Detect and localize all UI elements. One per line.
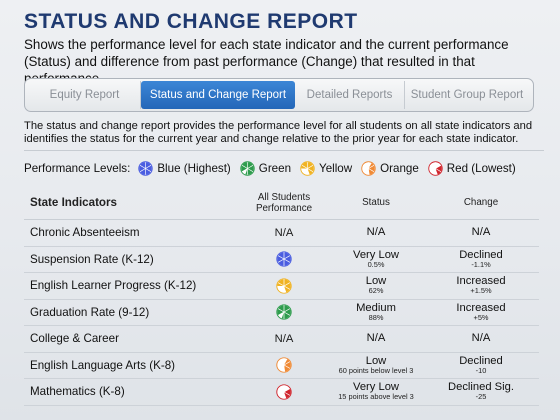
change-cell: Declined -10 — [426, 354, 536, 375]
change-value: N/A — [471, 332, 491, 345]
yellow-gauge-icon — [300, 160, 315, 176]
status-value: Very Low — [352, 381, 400, 394]
status-cell: Very Low 15 points above level 3 — [326, 382, 426, 401]
indicator-name: English Learner Progress (K-12) — [30, 279, 197, 293]
status-value: Very Low — [352, 248, 400, 261]
yellow-gauge-icon — [276, 278, 292, 294]
change-detail: -10 — [475, 365, 487, 375]
legend-item-yellow: Yellow — [300, 160, 353, 176]
change-value: Increased — [456, 275, 506, 288]
change-cell: Declined -1.1% — [426, 248, 536, 269]
status-detail: 60 points below level 3 — [338, 365, 414, 375]
table-row: Chronic Absenteeism N/A N/A N/A — [24, 220, 539, 247]
indicator-name: Graduation Rate (9-12) — [30, 305, 150, 319]
legend-item-label: Green — [258, 161, 292, 175]
table-row: English Learner Progress (K-12) Low 62% I… — [24, 273, 539, 300]
status-value: N/A — [366, 226, 386, 239]
legend-item-label: Orange — [380, 161, 419, 175]
green-gauge-icon — [276, 304, 292, 320]
change-detail: -25 — [475, 392, 487, 402]
status-value: Low — [365, 275, 387, 288]
indicator-name: College & Career — [30, 332, 119, 346]
indicator-name: Chronic Absenteeism — [30, 226, 140, 240]
change-value: Declined — [459, 354, 503, 367]
change-cell: N/A — [426, 227, 536, 238]
blue-gauge-icon — [276, 251, 292, 267]
table-row: Mathematics (K-8) Very Low 15 points abov… — [24, 379, 539, 406]
legend-item-orange: Orange — [361, 160, 419, 176]
indicators-table: State Indicators All Students Performanc… — [24, 186, 539, 406]
status-cell: Low 62% — [326, 276, 426, 295]
legend-item-red: Red (Lowest) — [428, 160, 516, 176]
legend-item-label: Red (Lowest) — [446, 161, 516, 175]
table-row: Suspension Rate (K-12) Very Low 0.5% Decl… — [24, 247, 539, 273]
report-tabs: Equity Report Status and Change Report D… — [24, 78, 534, 112]
indicator-name: English Language Arts (K-8) — [30, 358, 176, 372]
performance-cell — [242, 278, 326, 294]
blue-gauge-icon — [138, 160, 154, 176]
status-value: N/A — [366, 332, 386, 345]
status-cell: Very Low 0.5% — [326, 248, 426, 269]
change-cell: Declined Sig. -25 — [426, 382, 536, 401]
tab-status-and-change-report[interactable]: Status and Change Report — [141, 81, 295, 109]
performance-cell: N/A — [242, 333, 326, 345]
change-cell: N/A — [426, 333, 536, 344]
legend-item-green: Green — [240, 160, 292, 176]
indicator-name: Mathematics (K-8) — [30, 385, 125, 399]
table-header: State Indicators All Students Performanc… — [24, 186, 539, 220]
status-cell: Medium 88% — [326, 301, 426, 322]
status-cell: Low 60 points below level 3 — [326, 354, 426, 375]
table-row: College & Career N/A N/A N/A — [24, 326, 539, 353]
table-row: Graduation Rate (9-12) Medium 88% Increas… — [24, 300, 539, 326]
header-all-students-performance: All Students Performance — [255, 191, 313, 214]
report-description: The status and change report provides th… — [24, 120, 533, 145]
status-value: Low — [365, 354, 387, 367]
header-change: Change — [463, 197, 499, 208]
green-gauge-icon — [240, 160, 255, 176]
change-value: Declined — [459, 248, 503, 261]
change-value: N/A — [471, 226, 491, 239]
performance-cell — [242, 251, 326, 267]
performance-cell: N/A — [242, 227, 326, 239]
performance-levels-legend: Performance Levels: Blue (Highest) Green… — [24, 160, 544, 176]
table-row: English Language Arts (K-8) Low 60 points… — [24, 353, 539, 379]
change-value: Declined Sig. — [448, 381, 514, 394]
header-status: Status — [362, 197, 390, 208]
red-gauge-icon — [276, 384, 292, 400]
tab-equity-report[interactable]: Equity Report — [29, 81, 141, 109]
divider — [24, 150, 544, 151]
status-value: Medium — [356, 301, 396, 314]
red-gauge-icon — [428, 160, 443, 176]
header-state-indicators: State Indicators — [30, 196, 117, 209]
orange-gauge-icon — [361, 160, 376, 176]
legend-item-label: Yellow — [319, 161, 353, 175]
change-cell: Increased +5% — [426, 301, 536, 322]
indicator-name: Suspension Rate (K-12) — [30, 252, 154, 266]
status-detail: 15 points above level 3 — [338, 392, 414, 402]
tab-detailed-reports[interactable]: Detailed Reports — [295, 81, 405, 109]
legend-item-blue: Blue (Highest) — [138, 160, 231, 176]
change-detail: +5% — [473, 312, 489, 322]
status-detail: 62% — [368, 286, 384, 296]
status-detail: 0.5% — [367, 259, 385, 269]
tab-student-group-report[interactable]: Student Group Report — [410, 89, 524, 101]
change-detail: -1.1% — [471, 259, 491, 269]
performance-text: N/A — [274, 332, 294, 345]
status-cell: N/A — [326, 227, 426, 238]
change-value: Increased — [456, 301, 506, 314]
page-title: STATUS AND CHANGE REPORT — [24, 10, 358, 33]
change-detail: +1.5% — [470, 286, 492, 296]
legend-item-label: Blue (Highest) — [157, 161, 231, 175]
performance-text: N/A — [274, 226, 294, 239]
performance-cell — [242, 304, 326, 320]
status-cell: N/A — [326, 333, 426, 344]
change-cell: Increased +1.5% — [426, 276, 536, 295]
orange-gauge-icon — [276, 357, 292, 373]
status-detail: 88% — [368, 312, 384, 322]
legend-label: Performance Levels: — [24, 161, 131, 175]
performance-cell — [242, 384, 326, 400]
performance-cell — [242, 357, 326, 373]
